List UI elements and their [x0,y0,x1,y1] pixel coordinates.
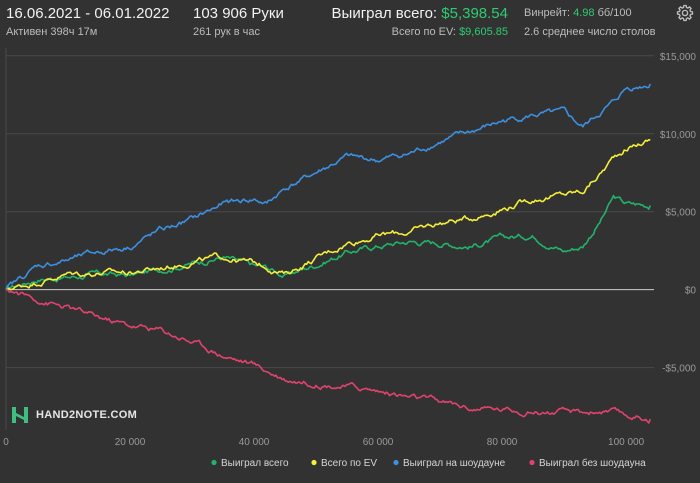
stats-header: 16.06.2021 - 06.01.2022 Активен 398ч 17м… [0,0,700,44]
series-line [5,139,651,291]
legend-label: Выиграл без шоудауна [539,457,646,469]
y-tick-label: $0 [685,286,697,297]
x-tick-label: 40 000 [239,437,270,448]
won-total: Выиграл всего: $5,398.54 [332,5,508,22]
won-total-value: $5,398.54 [441,5,508,22]
ev-total-value: $9,605.85 [459,26,508,38]
legend-label: Всего по EV [321,458,377,469]
legend-marker [311,459,317,466]
avg-tables: 2.6 среднее число столов [524,26,656,38]
winrate-label: Винрейт: [524,7,571,19]
hands-count: 103 906 Руки [193,5,284,22]
date-range: 16.06.2021 - 06.01.2022 [6,5,170,22]
ev-total: Всего по EV: $9,605.85 [392,26,508,38]
legend-label: Выиграл на шоудауне [403,458,506,469]
ev-total-label: Всего по EV: [391,26,456,38]
winrate-value: 4.98 [573,7,595,19]
won-total-label: Выиграл всего: [331,5,438,22]
gear-icon[interactable] [676,4,694,22]
x-tick-label: 20 000 [115,437,146,448]
hand2note-logo-icon [12,407,28,423]
hand2note-logo: HAND2NOTE.COM [10,404,137,426]
series-line [5,83,652,290]
logo-text: HAND2NOTE.COM [36,409,138,421]
y-tick-label: $10,000 [660,130,697,141]
legend-marker [529,459,535,466]
y-tick-label: $15,000 [660,52,697,63]
legend-marker [211,459,217,466]
x-tick-label: 60 000 [363,437,394,448]
x-tick-label: 0 [3,437,9,448]
active-time: Активен 398ч 17м [6,26,98,38]
y-tick-label: $5,000 [665,208,696,219]
legend-marker [393,459,399,466]
legend-label: Выиграл всего [221,458,289,469]
x-tick-label: 100 000 [608,437,645,448]
series-line [5,194,652,291]
grid [5,48,654,430]
hands-per-hour: 261 рук в час [193,26,261,38]
axis-ticks: $15,000 $10,000 $5,000 $0 -$5,000 0 20 000 40 0… [3,52,696,448]
winrate-unit: бб/100 [597,7,632,19]
legend: Выиграл без шоудауна Выиграл на шоудауне В… [211,457,646,469]
winrate: Винрейт: 4.98 бб/100 [524,7,632,19]
series-lines [5,83,652,424]
y-tick-label: -$5,000 [662,364,696,375]
x-tick-label: 80 000 [487,437,518,448]
series-line [5,288,652,424]
